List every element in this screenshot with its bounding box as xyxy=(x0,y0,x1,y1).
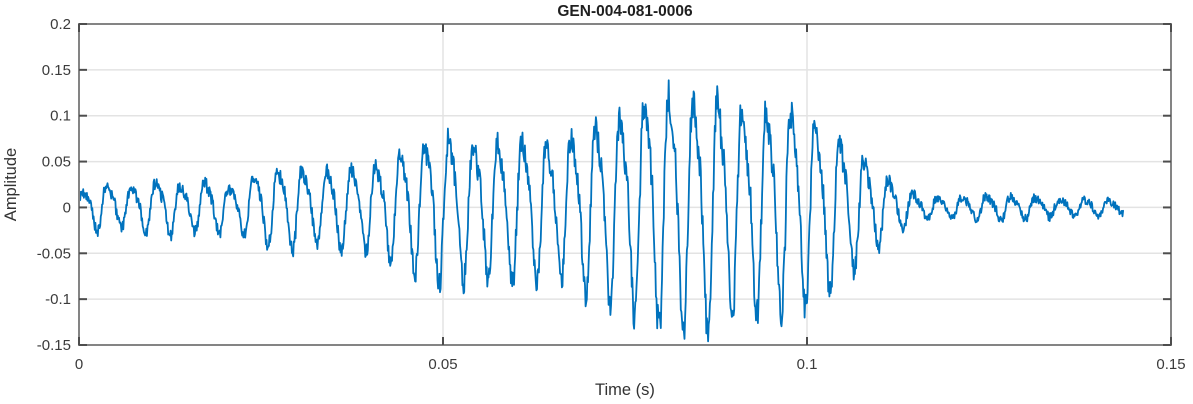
x-axis-label: Time (s) xyxy=(595,381,655,399)
x-tick-label: 0.1 xyxy=(797,356,818,373)
y-tick-label: 0.1 xyxy=(50,108,71,125)
y-tick-label: 0.2 xyxy=(50,16,71,33)
signal-trace xyxy=(79,79,1124,343)
y-tick-label: 0.15 xyxy=(42,62,71,79)
axis-box xyxy=(78,23,1172,346)
x-tick-label: 0.15 xyxy=(1156,356,1185,373)
y-tick-label: 0 xyxy=(63,199,71,216)
y-axis-label: Amplitude xyxy=(2,148,20,221)
x-tick-label: 0.05 xyxy=(428,356,457,373)
y-tick-label: -0.1 xyxy=(45,291,71,308)
grid-lines xyxy=(78,23,1172,346)
x-tick-labels: 0 0.05 0.1 0.15 xyxy=(75,356,1186,373)
chart-title: GEN-004-081-0006 xyxy=(557,3,693,20)
axis-tick-marks xyxy=(78,23,1172,346)
x-tick-label: 0 xyxy=(75,356,83,373)
plot-background xyxy=(79,24,1171,345)
y-tick-label: -0.15 xyxy=(37,337,71,354)
y-tick-label: 0.05 xyxy=(42,154,71,171)
y-tick-labels: -0.15 -0.1 -0.05 0 0.05 0.1 0.15 0.2 xyxy=(37,16,71,354)
y-tick-label: -0.05 xyxy=(37,245,71,262)
